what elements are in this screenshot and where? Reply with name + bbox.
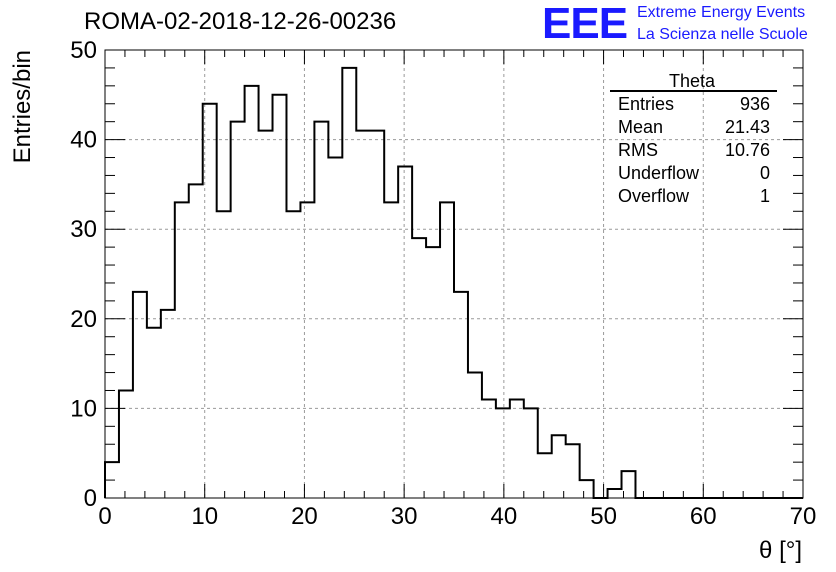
grid-lines (105, 50, 803, 498)
stats-value: 936 (740, 94, 770, 114)
stats-title: Theta (669, 71, 716, 91)
x-tick-label: 50 (590, 503, 617, 530)
x-tick-label: 70 (790, 503, 817, 530)
logo-line-2: La Scienza nelle Scuole (637, 26, 808, 43)
x-axis-label: θ [°] (759, 537, 802, 564)
stats-rows: Entries 936 Mean 21.43 RMS 10.76 Underflow 0 Ove… (618, 94, 770, 206)
stats-value: 1 (760, 186, 770, 206)
histogram-line (104, 66, 803, 499)
stats-value: 0 (760, 163, 770, 183)
plot-frame (104, 49, 804, 499)
x-tick-label: 0 (98, 503, 111, 530)
x-tick-labels: 0 10 20 30 40 50 60 70 (98, 503, 816, 530)
x-tick-label: 10 (191, 503, 218, 530)
x-tick-label: 60 (690, 503, 717, 530)
stats-value: 10.76 (725, 140, 770, 160)
stats-value: 21.43 (725, 117, 770, 137)
stats-label: Overflow (618, 186, 690, 206)
stats-box: Theta Entries 936 Mean 21.43 RMS 10.76 Underfl… (610, 71, 777, 206)
y-tick-label: 20 (70, 306, 97, 333)
y-tick-label: 0 (84, 485, 97, 512)
y-tick-label: 30 (70, 216, 97, 243)
x-tick-label: 40 (491, 503, 518, 530)
y-tick-label: 10 (70, 395, 97, 422)
eee-logo: EEE (542, 0, 628, 48)
x-tick-label: 30 (391, 503, 418, 530)
y-tick-labels: 0 10 20 30 40 50 (70, 37, 97, 512)
stats-label: Entries (618, 94, 674, 114)
x-tick-label: 20 (291, 503, 318, 530)
logo-line-1: Extreme Energy Events (637, 4, 806, 21)
run-title: ROMA-02-2018-12-26-00236 (84, 8, 397, 35)
y-tick-label: 40 (70, 127, 97, 154)
stats-label: Underflow (618, 163, 700, 183)
y-tick-label: 50 (70, 37, 97, 64)
stats-label: RMS (618, 140, 658, 160)
stats-label: Mean (618, 117, 663, 137)
y-axis-label: Entries/bin (9, 50, 36, 163)
